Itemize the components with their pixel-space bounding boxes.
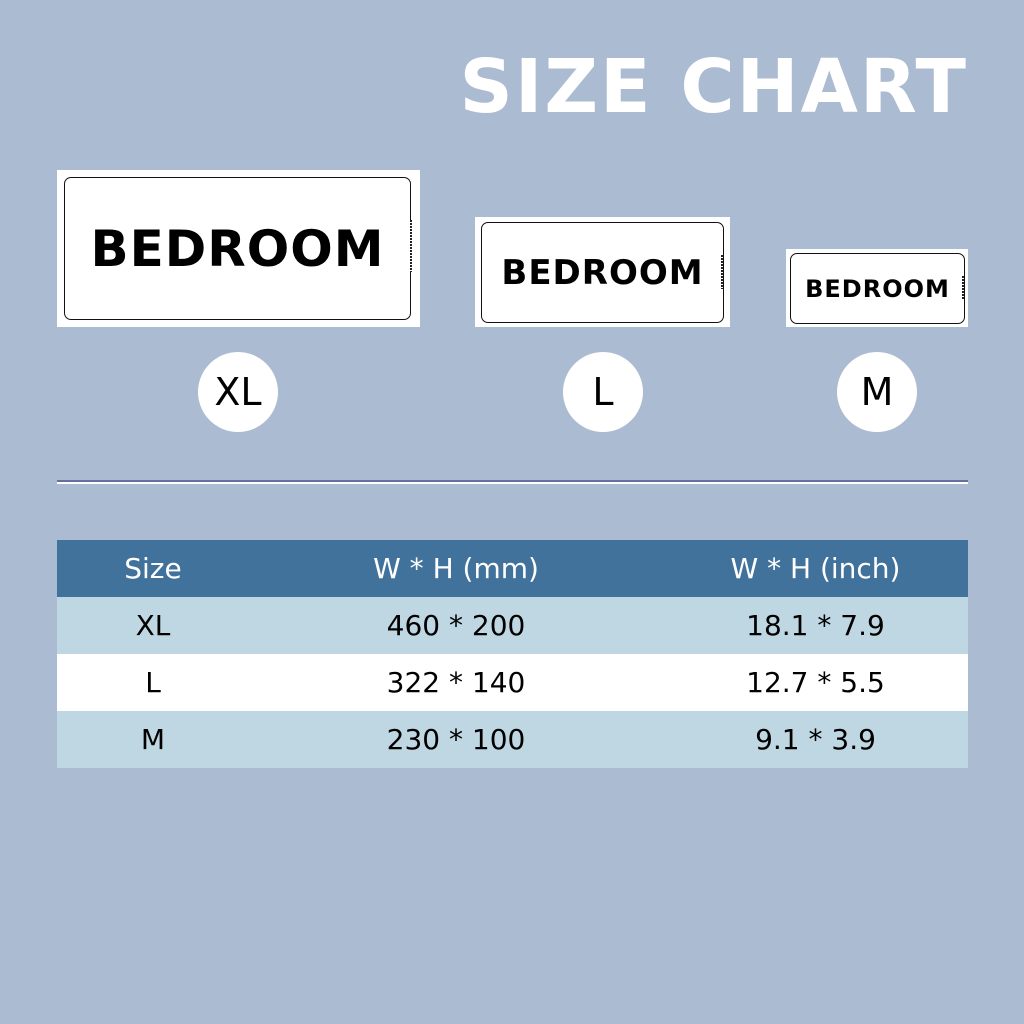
header-size: Size bbox=[57, 540, 249, 597]
cell-inch: 12.7 * 5.5 bbox=[663, 654, 968, 711]
table-header: Size W * H (mm) W * H (inch) bbox=[57, 540, 968, 597]
header-mm: W * H (mm) bbox=[249, 540, 663, 597]
cell-inch: 18.1 * 7.9 bbox=[663, 597, 968, 654]
sign-text: BEDROOM bbox=[501, 252, 704, 293]
sign-text: BEDROOM bbox=[805, 274, 950, 303]
brand-mark-icon bbox=[721, 255, 723, 289]
cell-size: M bbox=[57, 711, 249, 768]
cell-mm: 230 * 100 bbox=[249, 711, 663, 768]
sign-m: BEDROOM bbox=[786, 249, 968, 327]
table-row: XL 460 * 200 18.1 * 7.9 bbox=[57, 597, 968, 654]
size-label-l: L bbox=[563, 352, 643, 432]
size-label-m: M bbox=[837, 352, 917, 432]
cell-inch: 9.1 * 3.9 bbox=[663, 711, 968, 768]
table-row: L 322 * 140 12.7 * 5.5 bbox=[57, 654, 968, 711]
sign-text: BEDROOM bbox=[90, 219, 385, 278]
cell-mm: 460 * 200 bbox=[249, 597, 663, 654]
brand-mark-icon bbox=[962, 276, 964, 300]
size-table: Size W * H (mm) W * H (inch) XL 460 * 20… bbox=[57, 540, 968, 768]
cell-size: XL bbox=[57, 597, 249, 654]
cell-size: L bbox=[57, 654, 249, 711]
divider bbox=[57, 480, 968, 484]
page-title: SIZE CHART bbox=[459, 44, 968, 130]
brand-mark-icon bbox=[410, 220, 412, 272]
size-label-xl: XL bbox=[198, 352, 278, 432]
header-inch: W * H (inch) bbox=[663, 540, 968, 597]
sign-xl: BEDROOM bbox=[57, 170, 420, 327]
table-row: M 230 * 100 9.1 * 3.9 bbox=[57, 711, 968, 768]
sign-l: BEDROOM bbox=[475, 217, 730, 327]
cell-mm: 322 * 140 bbox=[249, 654, 663, 711]
